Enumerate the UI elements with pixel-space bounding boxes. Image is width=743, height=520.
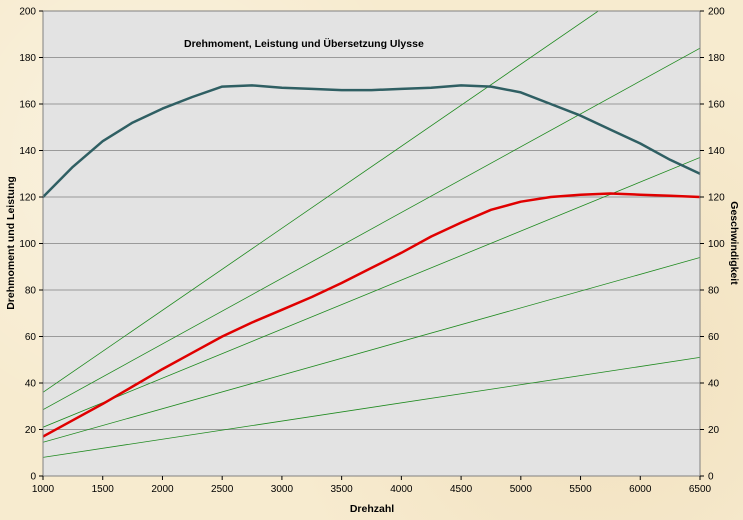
y2-axis-title: Geschwindigkeit (728, 201, 740, 285)
y2-tick-label: 140 (708, 146, 725, 157)
y-tick-label: 100 (19, 239, 36, 250)
chart-title: Drehmoment, Leistung und Übersetzung Uly… (184, 37, 424, 50)
y2-tick-label: 40 (708, 379, 720, 390)
y2-tick-label: 80 (708, 286, 720, 297)
axes: 1000 1500 2000 2500 3000 3500 4000 4500 5000 5500… (19, 7, 725, 496)
y-tick-label: 140 (19, 146, 36, 157)
y-tick-label: 0 (30, 472, 36, 483)
y-tick-label: 180 (19, 53, 36, 64)
x-axis-title: Drehzahl (350, 503, 394, 515)
y2-tick-label: 120 (708, 193, 725, 204)
series-layer (43, 11, 700, 458)
x-tick-label: 4500 (450, 484, 473, 495)
gear-line (43, 47, 700, 411)
series-line (43, 192, 700, 438)
x-tick-label: 6500 (689, 484, 712, 495)
y2-tick-label: 180 (708, 53, 725, 64)
y2-tick-label: 0 (708, 472, 714, 483)
gear-line (43, 11, 600, 393)
y2-tick-label: 20 (708, 425, 720, 436)
y2-tick-label: 200 (708, 7, 725, 18)
x-tick-label: 1500 (92, 484, 115, 495)
y-tick-label: 60 (25, 332, 37, 343)
x-tick-label: 5000 (510, 484, 533, 495)
y-tick-label: 80 (25, 286, 37, 297)
y-tick-label: 200 (19, 7, 36, 18)
x-tick-label: 6000 (629, 484, 652, 495)
x-tick-label: 2500 (211, 484, 234, 495)
y2-tick-label: 100 (708, 239, 725, 250)
y2-tick-label: 60 (708, 332, 720, 343)
y-tick-label: 40 (25, 379, 37, 390)
series-line (43, 84, 700, 199)
y-tick-label: 20 (25, 425, 37, 436)
gear-line (43, 257, 700, 443)
x-tick-label: 1000 (32, 484, 55, 495)
y-tick-label: 160 (19, 100, 36, 111)
y-axis-title: Drehmoment und Leistung (5, 176, 17, 310)
y-tick-label: 120 (19, 193, 36, 204)
x-tick-label: 3500 (331, 484, 354, 495)
y2-tick-label: 160 (708, 100, 725, 111)
gear-line (43, 157, 700, 428)
x-tick-label: 3000 (271, 484, 294, 495)
x-tick-label: 4000 (390, 484, 413, 495)
x-tick-label: 2000 (151, 484, 174, 495)
gear-line (43, 356, 700, 458)
x-tick-label: 5500 (569, 484, 592, 495)
